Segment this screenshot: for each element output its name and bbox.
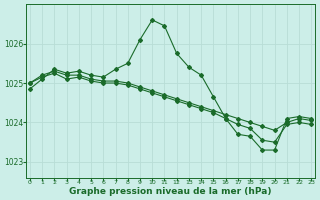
X-axis label: Graphe pression niveau de la mer (hPa): Graphe pression niveau de la mer (hPa) bbox=[69, 187, 272, 196]
